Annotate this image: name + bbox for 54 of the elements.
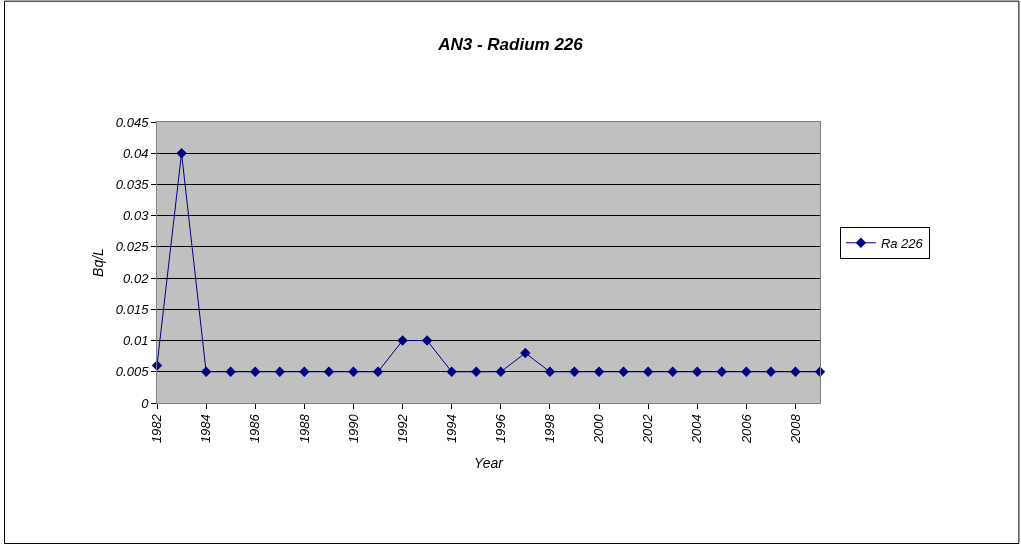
- point: [716, 366, 727, 377]
- point: [471, 366, 482, 377]
- point: [569, 366, 580, 377]
- point: [348, 366, 359, 377]
- point: [274, 366, 285, 377]
- point: [250, 366, 261, 377]
- y-axis-title: Bq/L: [90, 248, 107, 277]
- point: [200, 366, 212, 377]
- y-tick-label: 0.02: [123, 270, 150, 286]
- legend-label: Ra 226: [880, 235, 924, 251]
- x-tick-label: 1994: [443, 414, 459, 444]
- point: [790, 366, 801, 377]
- y-tick-label: 0.045: [115, 114, 150, 130]
- x-tick-label: 1992: [394, 413, 410, 444]
- y-tick-label: 0.015: [115, 301, 150, 317]
- x-axis-title: Year: [474, 455, 505, 472]
- point: [642, 366, 654, 377]
- x-tick-label: 1988: [296, 413, 312, 444]
- y-tick-label: 0: [141, 395, 150, 411]
- point: [397, 335, 408, 346]
- x-tick-label: 1996: [493, 413, 509, 444]
- y-tick-label: 0.03: [123, 208, 150, 224]
- point: [446, 366, 457, 377]
- chart-title: AN3 - Radium 226: [437, 34, 584, 54]
- point: [299, 366, 310, 377]
- point: [372, 366, 384, 377]
- y-tick-label: 0.005: [115, 364, 150, 380]
- point: [692, 366, 703, 377]
- point: [323, 366, 335, 377]
- point: [225, 366, 236, 377]
- x-tick-label: 2000: [591, 413, 607, 445]
- x-tick-label: 1982: [149, 413, 165, 444]
- point: [421, 335, 433, 346]
- x-tick-label: 2006: [738, 413, 754, 445]
- y-tick-label: 0.025: [115, 239, 150, 255]
- point: [495, 366, 506, 377]
- x-tick-label: 1998: [542, 413, 558, 444]
- y-tick-label: 0.04: [123, 145, 149, 161]
- x-tick-label: 2008: [787, 413, 803, 445]
- point: [618, 366, 629, 377]
- x-tick-label: 2004: [689, 414, 705, 445]
- point: [741, 366, 752, 377]
- point: [593, 366, 605, 377]
- x-tick-label: 2002: [640, 413, 656, 445]
- point: [520, 347, 531, 359]
- x-tick-label: 1986: [247, 413, 263, 444]
- y-tick-label: 0.01: [123, 333, 149, 349]
- x-tick-label: 1990: [345, 413, 361, 444]
- point: [176, 148, 187, 159]
- point: [667, 366, 678, 377]
- x-tick-label: 1984: [198, 414, 214, 444]
- point: [544, 366, 556, 377]
- point: [765, 366, 777, 377]
- y-tick-label: 0.035: [115, 176, 150, 192]
